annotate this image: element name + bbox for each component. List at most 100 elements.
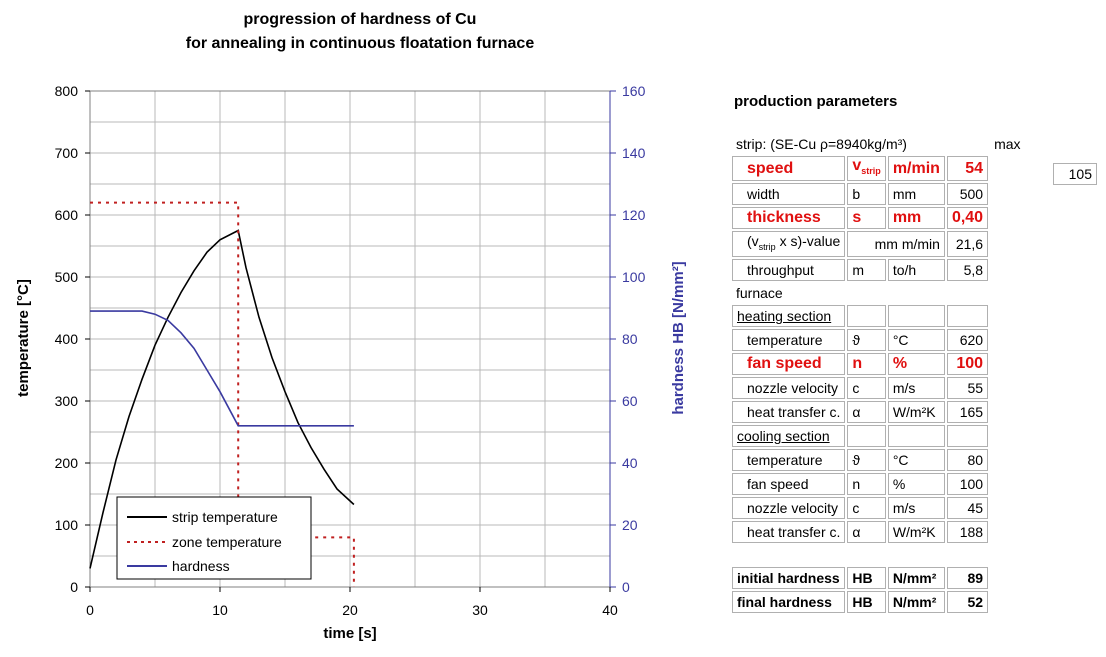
strip-row-name: width bbox=[732, 183, 846, 206]
strip-row: speed vstrip m/min 54 bbox=[732, 156, 1025, 182]
cooling-row-name: nozzle velocity bbox=[732, 496, 846, 519]
y2-tick-label: 20 bbox=[622, 517, 638, 533]
y-tick-label: 500 bbox=[55, 269, 79, 285]
y2-tick-label: 120 bbox=[622, 207, 646, 223]
heating-row-name: nozzle velocity bbox=[732, 376, 846, 399]
hardness-row: final hardness HB N/mm² 52 bbox=[732, 590, 1025, 613]
y-tick-label: 800 bbox=[55, 83, 79, 99]
cooling-row-value: 45 bbox=[946, 496, 989, 519]
heating-row-value: 55 bbox=[946, 376, 989, 399]
throughput-unit: to/h bbox=[887, 258, 945, 281]
params-title: production parameters bbox=[734, 93, 898, 110]
max-value-box: 105 bbox=[1053, 163, 1097, 185]
strip-row-name: speed bbox=[732, 156, 846, 182]
y-tick-label: 700 bbox=[55, 145, 79, 161]
cooling-row-name: fan speed bbox=[732, 472, 846, 495]
chart-title-line-2: for annealing in continuous floatation f… bbox=[186, 35, 535, 52]
throughput-row: throughput m to/h 5,8 bbox=[732, 258, 1025, 281]
hardness-row-value: 52 bbox=[946, 590, 989, 613]
strip-row-unit: mm bbox=[887, 183, 945, 206]
legend-label-strip-temperature: strip temperature bbox=[172, 509, 278, 525]
y2-tick-label: 60 bbox=[622, 393, 638, 409]
hardness-row-name: final hardness bbox=[732, 590, 846, 613]
heating-row-name: heat transfer c. bbox=[732, 400, 846, 423]
legend-label-hardness: hardness bbox=[172, 558, 230, 574]
cooling-row-unit: % bbox=[887, 472, 945, 495]
legend-label-zone-temperature: zone temperature bbox=[172, 534, 282, 550]
vs-unit: mm m/min bbox=[847, 231, 945, 257]
y-tick-label: 0 bbox=[70, 579, 78, 595]
chart-title-line-1: progression of hardness of Cu bbox=[244, 11, 477, 28]
params-panel: strip: (SE-Cu ρ=8940kg/m³) max speed vstr… bbox=[730, 132, 1027, 615]
heating-row-unit: m/s bbox=[887, 376, 945, 399]
strip-row-value: 0,40 bbox=[946, 207, 989, 230]
series-line-strip-temperature bbox=[89, 229, 355, 569]
hardness-row-name: initial hardness bbox=[732, 566, 846, 589]
heating-row-symbol: α bbox=[847, 400, 886, 423]
cooling-row: nozzle velocity c m/s 45 bbox=[732, 496, 1025, 519]
heating-row-name: fan speed bbox=[732, 352, 846, 375]
cooling-row-value: 100 bbox=[946, 472, 989, 495]
hardness-row-symbol: HB bbox=[847, 566, 886, 589]
y-tick-label: 200 bbox=[55, 455, 79, 471]
y2-tick-label: 160 bbox=[622, 83, 646, 99]
hardness-row-symbol: HB bbox=[847, 590, 886, 613]
y-axis-label: temperature [°C] bbox=[15, 279, 32, 397]
cooling-section-label: cooling section bbox=[732, 424, 846, 447]
hardness-row-unit: N/mm² bbox=[887, 590, 945, 613]
strip-label: strip: (SE-Cu ρ=8940kg/m³) bbox=[736, 136, 907, 152]
y2-tick-label: 0 bbox=[622, 579, 630, 595]
heating-row-symbol: ϑ bbox=[847, 328, 886, 351]
x-tick-label: 20 bbox=[342, 602, 358, 618]
max-label: max bbox=[994, 136, 1021, 152]
heating-row-unit: °C bbox=[887, 328, 945, 351]
heating-row-name: temperature bbox=[732, 328, 846, 351]
heating-row: heat transfer c. α W/m²K 165 bbox=[732, 400, 1025, 423]
params-table: strip: (SE-Cu ρ=8940kg/m³) max speed vstr… bbox=[730, 132, 1027, 615]
heating-row-unit: W/m²K bbox=[887, 400, 945, 423]
y2-tick-label: 40 bbox=[622, 455, 638, 471]
heating-row: nozzle velocity c m/s 55 bbox=[732, 376, 1025, 399]
cooling-row-value: 188 bbox=[946, 520, 989, 543]
vs-row: (vstrip x s)-value mm m/min 21,6 bbox=[732, 231, 1025, 257]
x-tick-label: 0 bbox=[86, 602, 94, 618]
strip-row-symbol: b bbox=[847, 183, 886, 206]
heating-row-unit: % bbox=[887, 352, 945, 375]
heating-row-value: 100 bbox=[946, 352, 989, 375]
heating-row-value: 620 bbox=[946, 328, 989, 351]
cooling-row-value: 80 bbox=[946, 448, 989, 471]
heating-row-symbol: n bbox=[847, 352, 886, 375]
strip-row-unit: mm bbox=[887, 207, 945, 230]
heating-row: fan speed n% 100 bbox=[732, 352, 1025, 375]
cooling-row-name: heat transfer c. bbox=[732, 520, 846, 543]
strip-row: thickness s mm 0,40 bbox=[732, 207, 1025, 230]
heating-section-label: heating section bbox=[732, 304, 846, 327]
cooling-row-symbol: α bbox=[847, 520, 886, 543]
x-tick-label: 30 bbox=[472, 602, 488, 618]
cooling-row: heat transfer c. α W/m²K 188 bbox=[732, 520, 1025, 543]
strip-row-symbol: s bbox=[847, 207, 886, 230]
y2-axis-label: hardness HB [N/mm²] bbox=[670, 261, 687, 414]
cooling-row: fan speed n% 100 bbox=[732, 472, 1025, 495]
cooling-row-unit: W/m²K bbox=[887, 520, 945, 543]
x-tick-label: 10 bbox=[212, 602, 228, 618]
vs-sub: strip bbox=[758, 241, 776, 252]
throughput-name: throughput bbox=[732, 258, 846, 281]
cooling-row-name: temperature bbox=[732, 448, 846, 471]
cooling-row-symbol: n bbox=[847, 472, 886, 495]
y2-tick-label: 140 bbox=[622, 145, 646, 161]
cooling-row-symbol: c bbox=[847, 496, 886, 519]
y-tick-label: 100 bbox=[55, 517, 79, 533]
strip-row-value: 500 bbox=[946, 183, 989, 206]
hardness-chart: progression of hardness of Cu for anneal… bbox=[15, 11, 687, 642]
y2-tick-label: 80 bbox=[622, 331, 638, 347]
cooling-row-symbol: ϑ bbox=[847, 448, 886, 471]
heating-row: temperature ϑ °C 620 bbox=[732, 328, 1025, 351]
heating-row-symbol: c bbox=[847, 376, 886, 399]
hardness-row-unit: N/mm² bbox=[887, 566, 945, 589]
throughput-sym: m bbox=[847, 258, 886, 281]
strip-row-name: thickness bbox=[732, 207, 846, 230]
legend: strip temperature zone temperature hardn… bbox=[116, 496, 312, 580]
series-line-hardness bbox=[90, 310, 354, 427]
cooling-row-unit: m/s bbox=[887, 496, 945, 519]
